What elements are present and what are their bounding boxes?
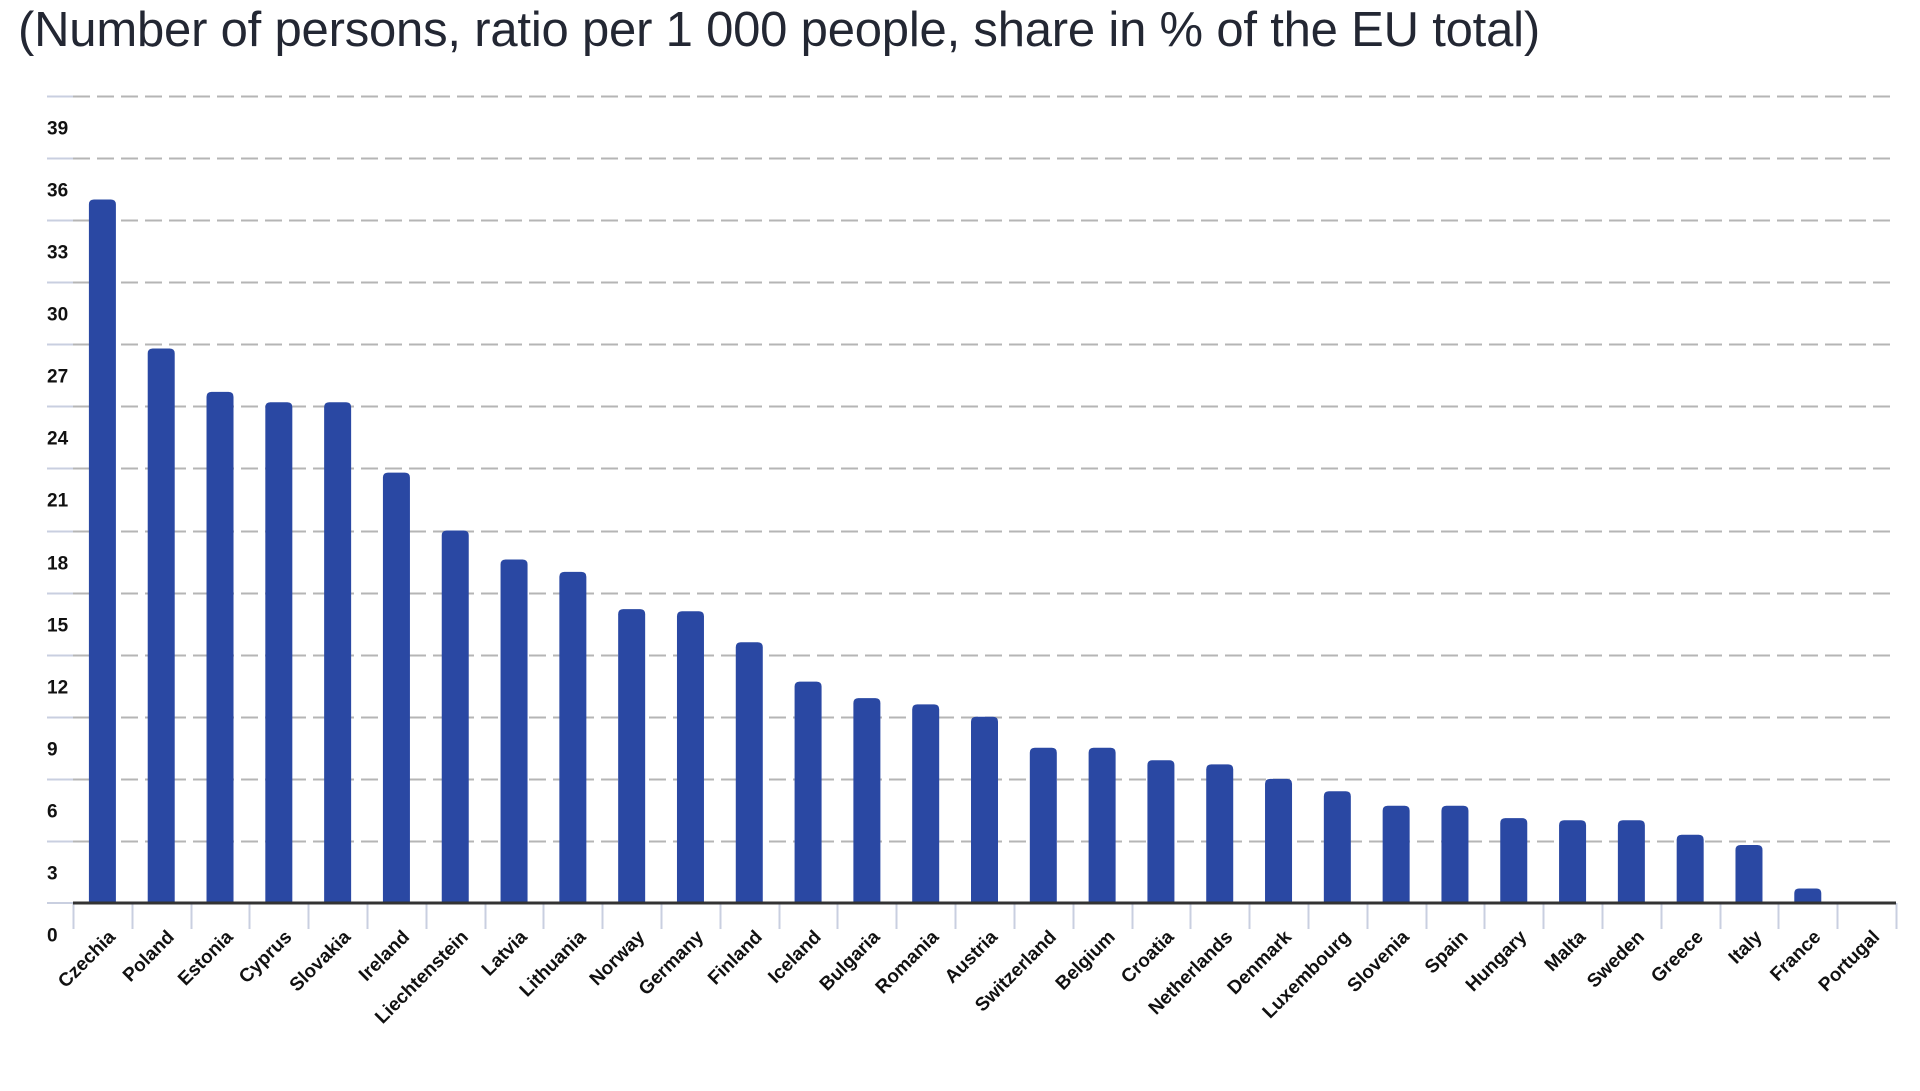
- bar-cyprus: [265, 402, 293, 903]
- bar-germany: [676, 611, 704, 903]
- x-tick-label: Latvia: [478, 926, 532, 980]
- bar-slovakia: [324, 402, 352, 903]
- bar-romania: [912, 704, 940, 903]
- gridlines: [47, 95, 1892, 843]
- x-tick-label: France: [1766, 927, 1825, 986]
- bar-malta: [1559, 820, 1587, 903]
- y-tick-label: 27: [47, 367, 68, 388]
- chart-title: (Number of persons, ratio per 1 000 peop…: [18, 3, 1540, 57]
- y-tick-label: 3: [47, 864, 58, 885]
- bar-lithuania: [559, 571, 587, 903]
- y-tick-label: 18: [47, 554, 68, 575]
- y-tick-label: 6: [47, 802, 58, 823]
- bar-greece: [1676, 834, 1704, 903]
- y-tick-label: 9: [47, 740, 58, 761]
- bar-finland: [735, 642, 763, 903]
- y-tick-label: 36: [47, 181, 68, 202]
- bar-iceland: [794, 681, 822, 903]
- x-tick-label: Czechia: [54, 926, 120, 992]
- x-tick-label: Portugal: [1815, 927, 1884, 996]
- y-tick-label: 0: [47, 926, 58, 947]
- x-tick-label: Slovenia: [1344, 926, 1414, 996]
- bar-austria: [971, 716, 998, 903]
- y-tick-label: 33: [47, 243, 68, 264]
- x-tick-label: Germany: [635, 926, 708, 999]
- x-tick-label: Poland: [119, 927, 179, 987]
- bar-denmark: [1265, 778, 1293, 903]
- bar-slovenia: [1382, 805, 1410, 903]
- y-tick-label: 12: [47, 678, 68, 699]
- x-tick-label: Belgium: [1052, 927, 1120, 995]
- y-tick-label: 24: [47, 429, 69, 450]
- bar-liechtenstein: [441, 530, 469, 903]
- bar-belgium: [1088, 747, 1116, 903]
- bar-italy: [1735, 845, 1763, 903]
- x-tick-label: Slovakia: [286, 926, 356, 996]
- bar-luxembourg: [1323, 791, 1351, 903]
- bar-netherlands: [1206, 764, 1234, 903]
- bar-sweden: [1617, 820, 1645, 903]
- x-tick-label: Finland: [704, 927, 767, 990]
- x-tick-label: Malta: [1541, 926, 1590, 975]
- y-tick-label: 30: [47, 305, 68, 326]
- y-tick-label: 39: [47, 119, 68, 140]
- x-tick-label: Hungary: [1462, 926, 1532, 996]
- bar-norway: [618, 609, 646, 903]
- y-tick-label: 21: [47, 491, 69, 512]
- x-tick-label: Ireland: [355, 927, 414, 986]
- y-tick-label: 15: [47, 616, 69, 637]
- bar-czechia: [88, 199, 116, 903]
- x-tick-label: Italy: [1725, 926, 1767, 968]
- x-axis: [47, 901, 1898, 929]
- x-tick-label: Romania: [872, 926, 944, 998]
- x-tick-label: Spain: [1421, 927, 1472, 978]
- bar-poland: [147, 348, 175, 903]
- x-tick-label: Sweden: [1583, 927, 1649, 993]
- bar-estonia: [206, 391, 234, 903]
- bar-bulgaria: [853, 698, 881, 903]
- bar-spain: [1441, 805, 1469, 903]
- bar-france: [1794, 888, 1822, 903]
- bar-hungary: [1500, 818, 1528, 903]
- bar-switzerland: [1029, 747, 1057, 903]
- x-tick-label: Estonia: [174, 926, 238, 990]
- bar-croatia: [1147, 760, 1175, 903]
- bars: [88, 199, 1822, 903]
- bar-latvia: [500, 559, 528, 903]
- bar-ireland: [382, 472, 410, 903]
- x-tick-label: Greece: [1647, 927, 1707, 987]
